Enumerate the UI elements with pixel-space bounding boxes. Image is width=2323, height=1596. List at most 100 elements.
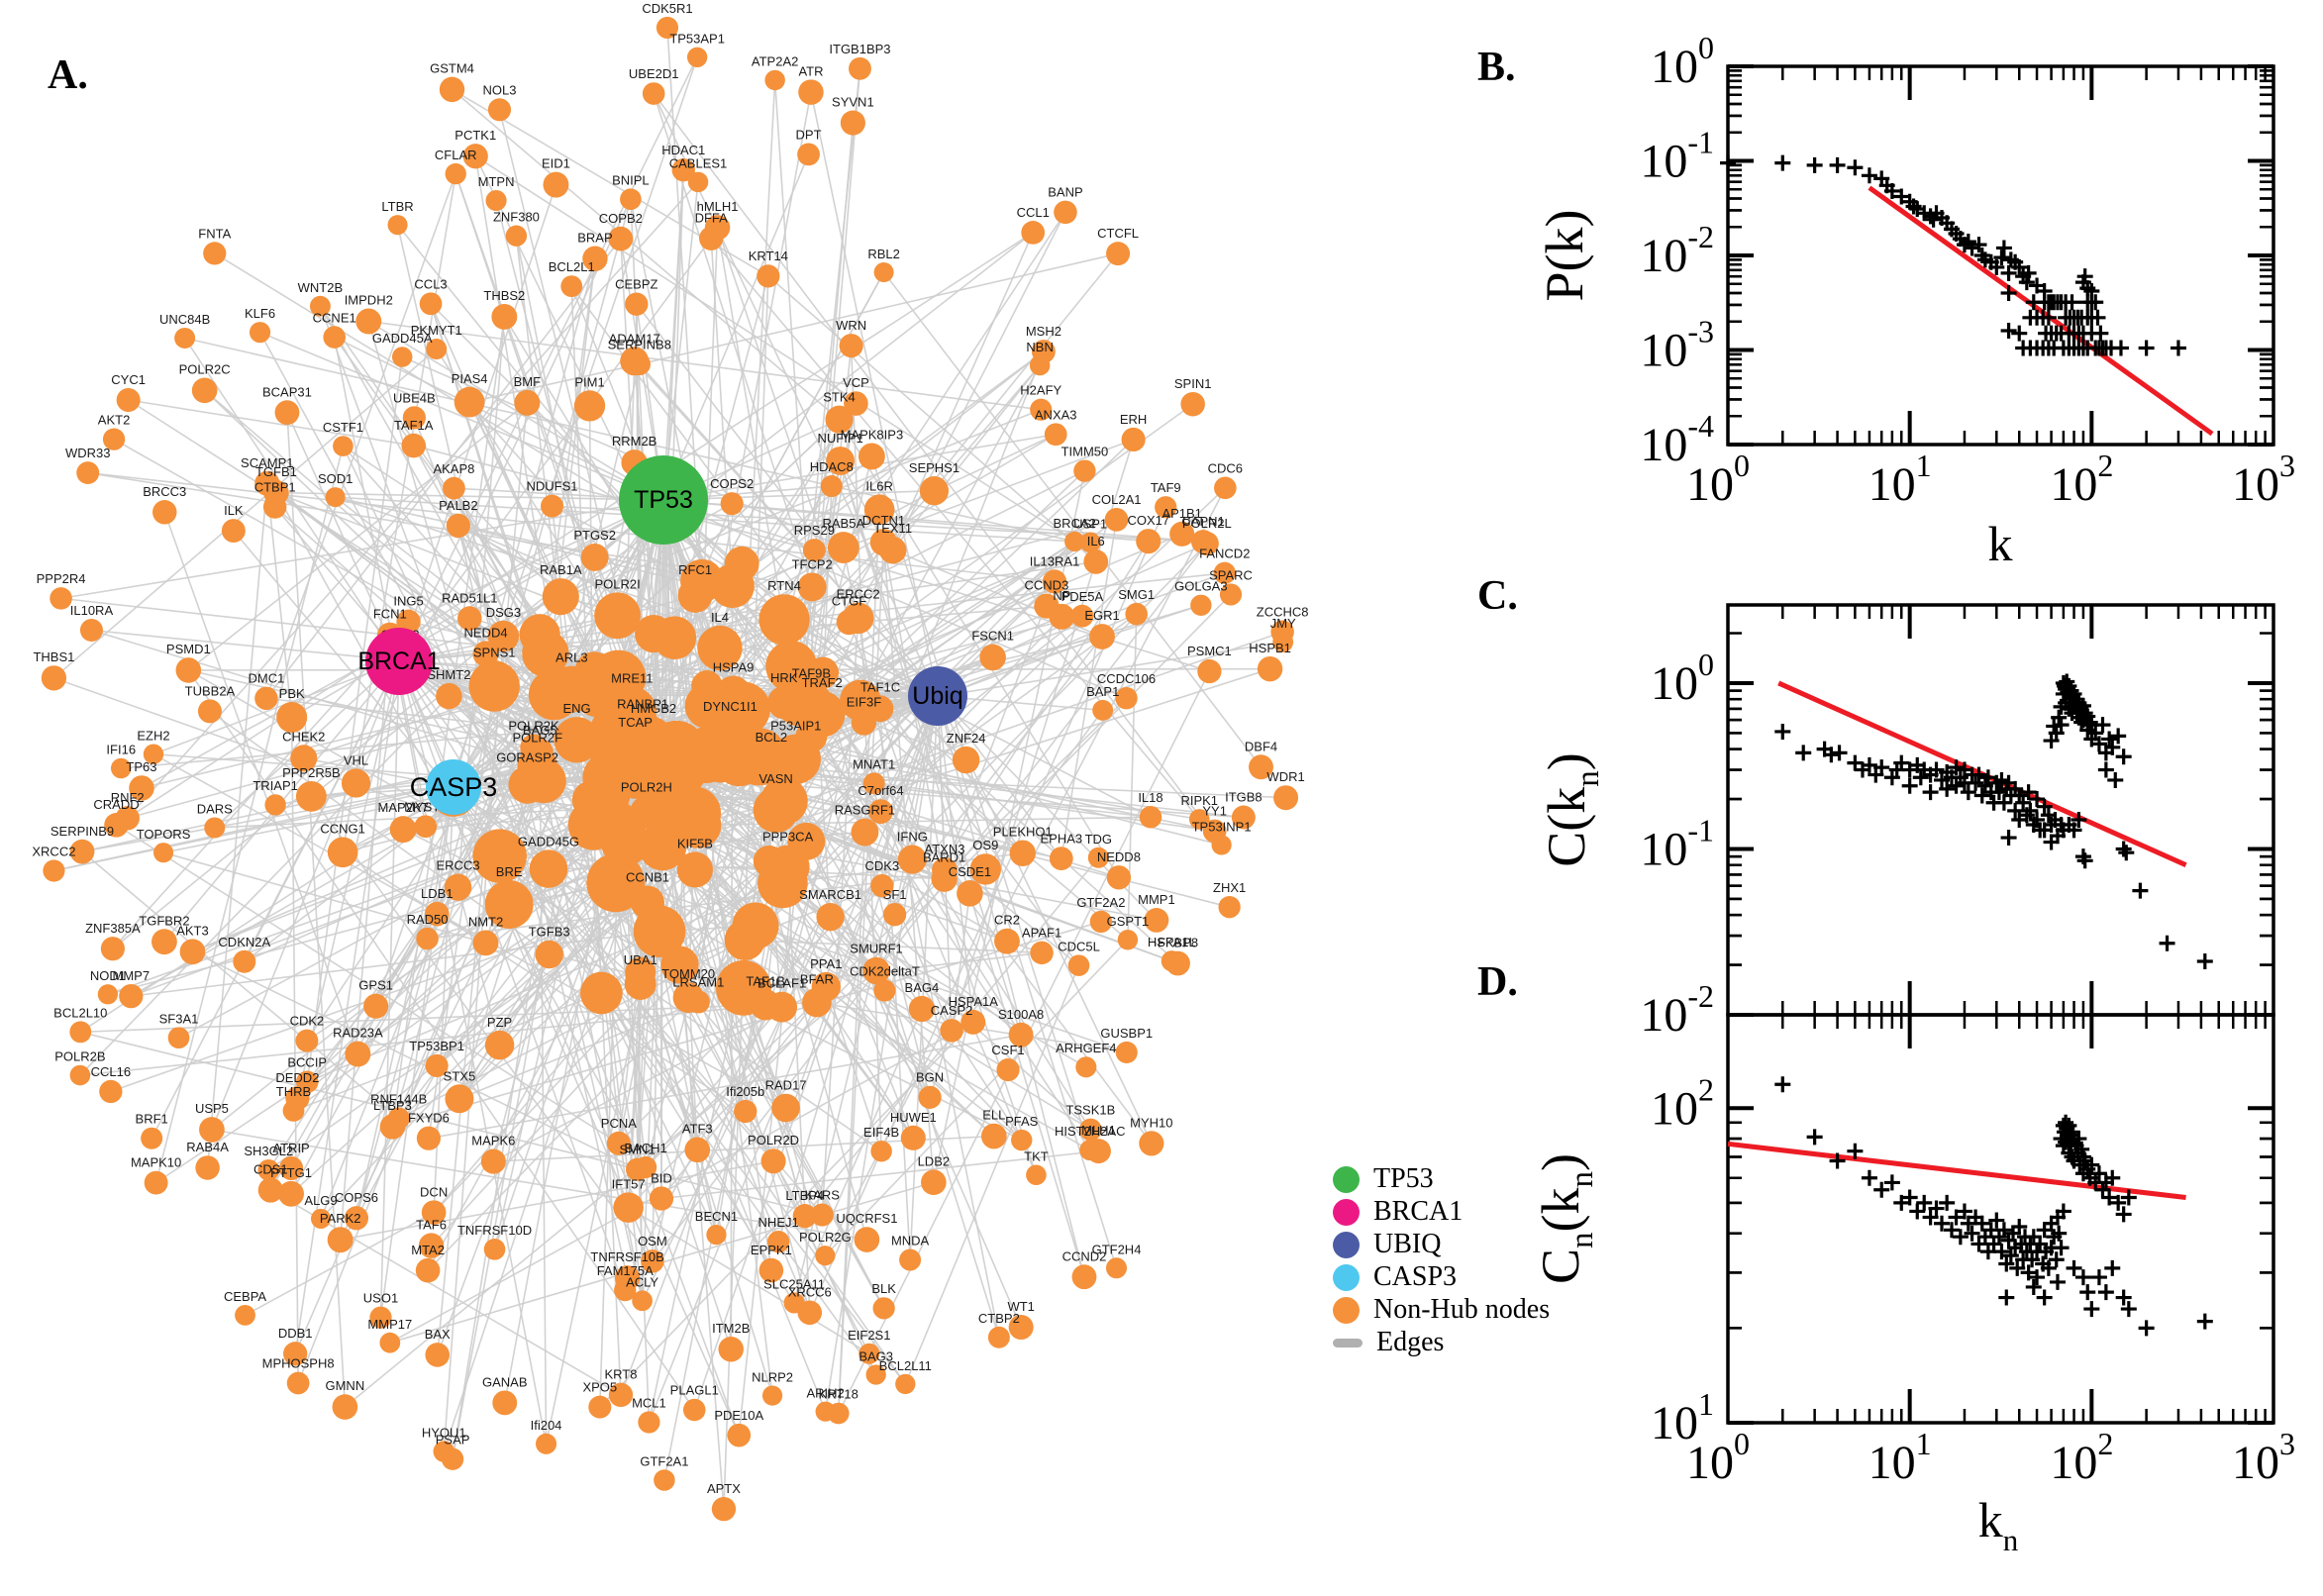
data-point bbox=[2170, 340, 2186, 356]
network-edge bbox=[687, 487, 1226, 999]
network-node-label: CDC6 bbox=[1208, 461, 1243, 476]
network-node bbox=[716, 681, 770, 737]
network-edge bbox=[645, 697, 1128, 1168]
network-node bbox=[1257, 655, 1283, 682]
network-node-label: RAD51L1 bbox=[442, 590, 497, 605]
network-node bbox=[642, 82, 665, 105]
network-node bbox=[1089, 624, 1115, 649]
network-node bbox=[872, 1297, 895, 1320]
network-node bbox=[996, 1057, 1020, 1082]
network-edge bbox=[839, 460, 885, 544]
network-node bbox=[870, 1140, 892, 1162]
network-node-label: TEX11 bbox=[873, 521, 912, 536]
network-node-label: VCP bbox=[843, 375, 869, 390]
network-node bbox=[436, 682, 462, 710]
network-node bbox=[97, 984, 119, 1005]
network-node bbox=[873, 979, 896, 1002]
data-point bbox=[2073, 1141, 2090, 1157]
data-point bbox=[1806, 1129, 1823, 1146]
network-edge bbox=[662, 499, 866, 833]
network-node-label: COL2A1 bbox=[1092, 492, 1142, 507]
network-node-label: Ifi205b bbox=[726, 1084, 764, 1099]
network-node bbox=[249, 322, 271, 344]
network-node bbox=[820, 475, 843, 498]
network-edge bbox=[793, 695, 939, 1304]
data-point bbox=[2090, 736, 2107, 752]
data-point bbox=[2115, 841, 2132, 857]
network-node-label: ZHX1 bbox=[1213, 880, 1246, 895]
network-node bbox=[840, 110, 865, 136]
network-node-label: HSPA1A bbox=[949, 994, 999, 1009]
data-point bbox=[1934, 1215, 1951, 1232]
network-node-label: TP53AP1 bbox=[669, 32, 725, 47]
network-node-label: GMNN bbox=[325, 1378, 364, 1393]
network-edge bbox=[639, 252, 1119, 365]
x-tick-label: 101 bbox=[1868, 1426, 1932, 1489]
network-node-label: RNF144B bbox=[370, 1092, 427, 1107]
network-node-label: BACH1 bbox=[624, 1141, 666, 1155]
network-node bbox=[541, 494, 564, 518]
network-node bbox=[454, 386, 485, 418]
legend-row: CASP3 bbox=[1333, 1261, 1550, 1292]
network-node-label: CCNE1 bbox=[313, 310, 356, 325]
network-node bbox=[649, 1186, 674, 1211]
network-edge bbox=[128, 399, 414, 447]
network-node-label: GADD45G bbox=[518, 834, 579, 848]
network-node bbox=[543, 171, 569, 198]
network-node-label: SPARC bbox=[1209, 567, 1253, 582]
network-node-label: DSG3 bbox=[486, 605, 521, 620]
network-node-label: TAF6 bbox=[416, 1217, 447, 1232]
network-node-label: COX17 bbox=[1127, 513, 1169, 528]
network-node bbox=[221, 519, 246, 544]
network-node-label: FAM175A bbox=[597, 1263, 654, 1278]
network-node bbox=[969, 853, 1002, 885]
network-node bbox=[115, 806, 140, 831]
network-edge bbox=[652, 543, 1208, 1262]
network-node bbox=[588, 1395, 612, 1419]
network-node bbox=[144, 1170, 168, 1195]
network-node-label: KRT8 bbox=[604, 1367, 637, 1382]
network-node-label: PARK2 bbox=[320, 1211, 361, 1226]
network-node bbox=[468, 660, 520, 712]
network-node-label: EPPK1 bbox=[751, 1243, 792, 1257]
data-point bbox=[2115, 748, 2132, 765]
data-point bbox=[1861, 167, 1877, 184]
legend: TP53 BRCA1 UBIQ CASP3 Non-Hub nodes Edges bbox=[1333, 1163, 1550, 1357]
network-node bbox=[653, 616, 697, 659]
network-node bbox=[425, 901, 450, 927]
network-node bbox=[1144, 908, 1169, 933]
network-node bbox=[389, 816, 417, 844]
data-point bbox=[1964, 240, 1980, 256]
data-point bbox=[1861, 756, 1877, 773]
network-node bbox=[264, 794, 286, 816]
network-edge bbox=[795, 613, 1138, 760]
network-node bbox=[613, 1192, 644, 1223]
network-node-label: TFCP2 bbox=[792, 556, 833, 571]
network-node bbox=[535, 940, 563, 969]
network-node bbox=[797, 143, 820, 166]
network-edge bbox=[859, 542, 1091, 702]
data-point bbox=[2000, 323, 2017, 340]
network-edge bbox=[499, 855, 642, 985]
network-node-label: TAF1C bbox=[860, 679, 900, 694]
network-node-label: KIF5B bbox=[677, 836, 713, 850]
network-edge bbox=[944, 581, 1056, 871]
network-node-label: IL10RA bbox=[70, 603, 114, 618]
network-edge bbox=[374, 56, 698, 1007]
network-node-label: hMLH1 bbox=[697, 199, 739, 214]
network-node bbox=[1125, 602, 1148, 626]
network-edge bbox=[758, 549, 894, 757]
network-node bbox=[425, 1343, 451, 1367]
network-node-label: WT1 bbox=[1007, 1299, 1034, 1314]
network-node-label: RPS29 bbox=[794, 523, 835, 538]
network-node-label: CRADD bbox=[93, 797, 139, 812]
network-node bbox=[798, 79, 824, 105]
network-node-label: POLR2D bbox=[748, 1133, 799, 1147]
network-node bbox=[897, 845, 927, 874]
network-node bbox=[333, 436, 354, 456]
network-edge bbox=[296, 660, 400, 1099]
network-node-label: VHL bbox=[344, 752, 368, 767]
network-node-label: CTBP2 bbox=[978, 1311, 1020, 1326]
hub-node-casp3 bbox=[426, 759, 481, 815]
